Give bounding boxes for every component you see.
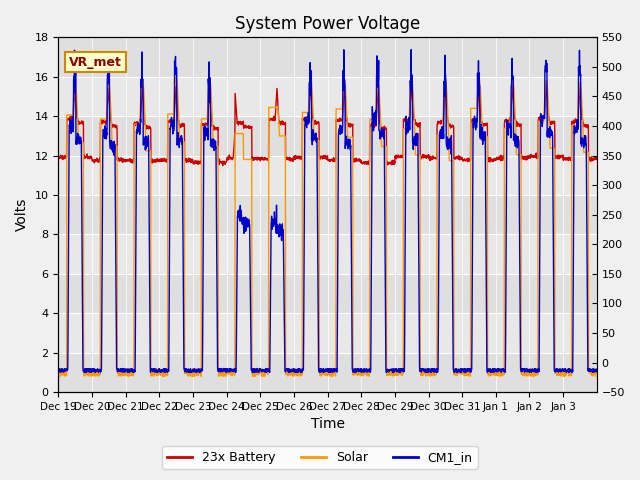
CM1_in xyxy=(54,367,62,372)
Bar xyxy=(58,116,596,156)
23x Battery xyxy=(54,155,62,161)
23x Battery xyxy=(490,157,498,163)
Solar xyxy=(593,369,600,375)
Solar xyxy=(172,74,180,80)
Bar xyxy=(58,195,596,234)
CM1_in xyxy=(81,370,89,375)
CM1_in xyxy=(225,367,232,373)
Line: CM1_in: CM1_in xyxy=(58,49,596,372)
23x Battery xyxy=(225,156,232,162)
23x Battery xyxy=(360,159,368,165)
Solar xyxy=(250,373,257,379)
Bar xyxy=(58,353,596,392)
CM1_in xyxy=(586,366,593,372)
CM1_in xyxy=(360,369,368,374)
Solar xyxy=(490,370,498,375)
23x Battery xyxy=(593,157,600,163)
CM1_in xyxy=(407,47,415,52)
Title: System Power Voltage: System Power Voltage xyxy=(235,15,420,33)
23x Battery xyxy=(520,154,528,160)
CM1_in xyxy=(593,368,600,373)
Solar xyxy=(108,144,116,149)
Solar xyxy=(54,368,62,373)
X-axis label: Time: Time xyxy=(310,418,344,432)
Bar xyxy=(58,274,596,313)
Solar xyxy=(586,369,593,375)
Bar xyxy=(58,37,596,77)
Solar xyxy=(360,367,368,372)
Line: Solar: Solar xyxy=(58,77,596,376)
Solar xyxy=(520,370,528,375)
23x Battery xyxy=(586,156,593,162)
Y-axis label: Volts: Volts xyxy=(15,198,29,231)
Text: VR_met: VR_met xyxy=(69,56,122,69)
CM1_in xyxy=(490,367,498,372)
23x Battery xyxy=(108,124,116,130)
23x Battery xyxy=(219,163,227,168)
Line: 23x Battery: 23x Battery xyxy=(58,83,596,166)
23x Battery xyxy=(408,80,415,86)
CM1_in xyxy=(520,366,528,372)
CM1_in xyxy=(109,142,116,148)
Solar xyxy=(225,371,232,377)
Legend: 23x Battery, Solar, CM1_in: 23x Battery, Solar, CM1_in xyxy=(163,446,477,469)
